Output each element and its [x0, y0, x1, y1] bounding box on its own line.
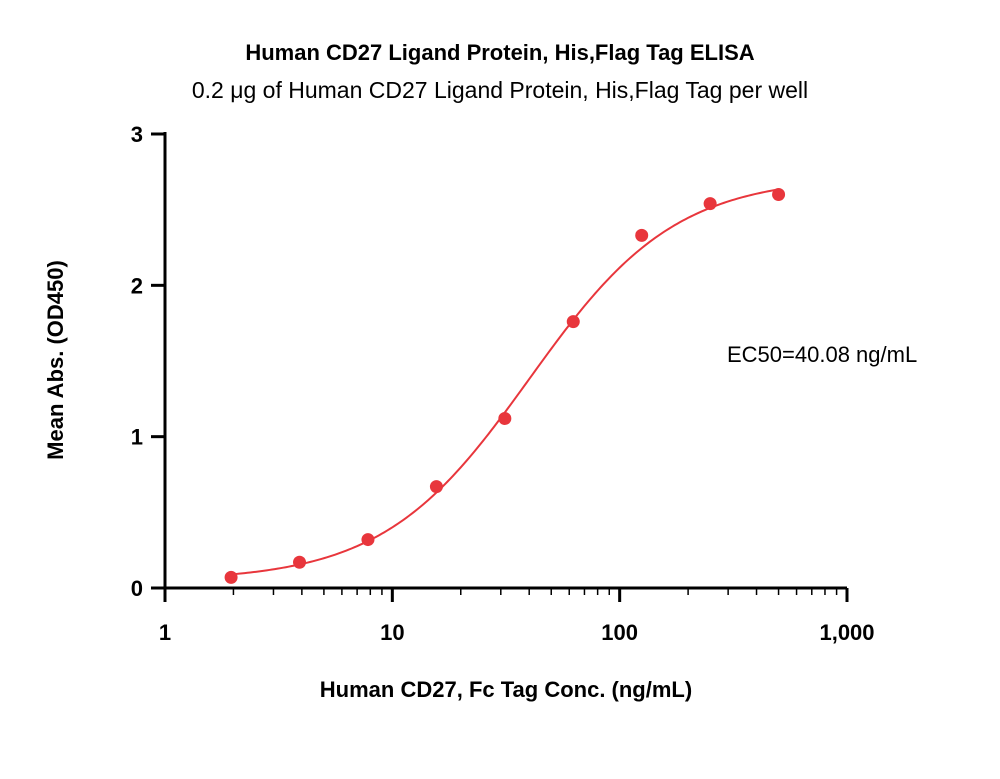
data-point — [224, 570, 238, 584]
ticks — [151, 132, 849, 602]
data-point — [703, 197, 717, 211]
data-point — [498, 412, 512, 426]
y-tick-label: 2 — [131, 273, 143, 298]
axes — [163, 132, 847, 590]
x-axis-label: Human CD27, Fc Tag Conc. (ng/mL) — [320, 677, 692, 702]
data-point — [361, 533, 375, 547]
x-tick-label: 1 — [159, 620, 171, 645]
y-tick-label: 0 — [131, 576, 143, 601]
ec50-annotation: EC50=40.08 ng/mL — [727, 342, 917, 367]
chart-title: Human CD27 Ligand Protein, His,Flag Tag … — [245, 40, 754, 65]
y-tick-label: 3 — [131, 122, 143, 147]
data-point — [429, 480, 443, 494]
x-tick-label: 10 — [380, 620, 404, 645]
chart-subtitle: 0.2 μg of Human CD27 Ligand Protein, His… — [192, 77, 808, 103]
data-point — [293, 555, 307, 569]
data-point — [772, 188, 786, 202]
data-points — [224, 188, 786, 584]
data-point — [635, 228, 649, 242]
x-tick-label: 100 — [601, 620, 638, 645]
y-tick-label: 1 — [131, 425, 143, 450]
y-axis-label: Mean Abs. (OD450) — [43, 260, 68, 460]
data-point — [566, 315, 580, 329]
fit-curve — [230, 188, 779, 576]
x-tick-label: 1,000 — [819, 620, 874, 645]
